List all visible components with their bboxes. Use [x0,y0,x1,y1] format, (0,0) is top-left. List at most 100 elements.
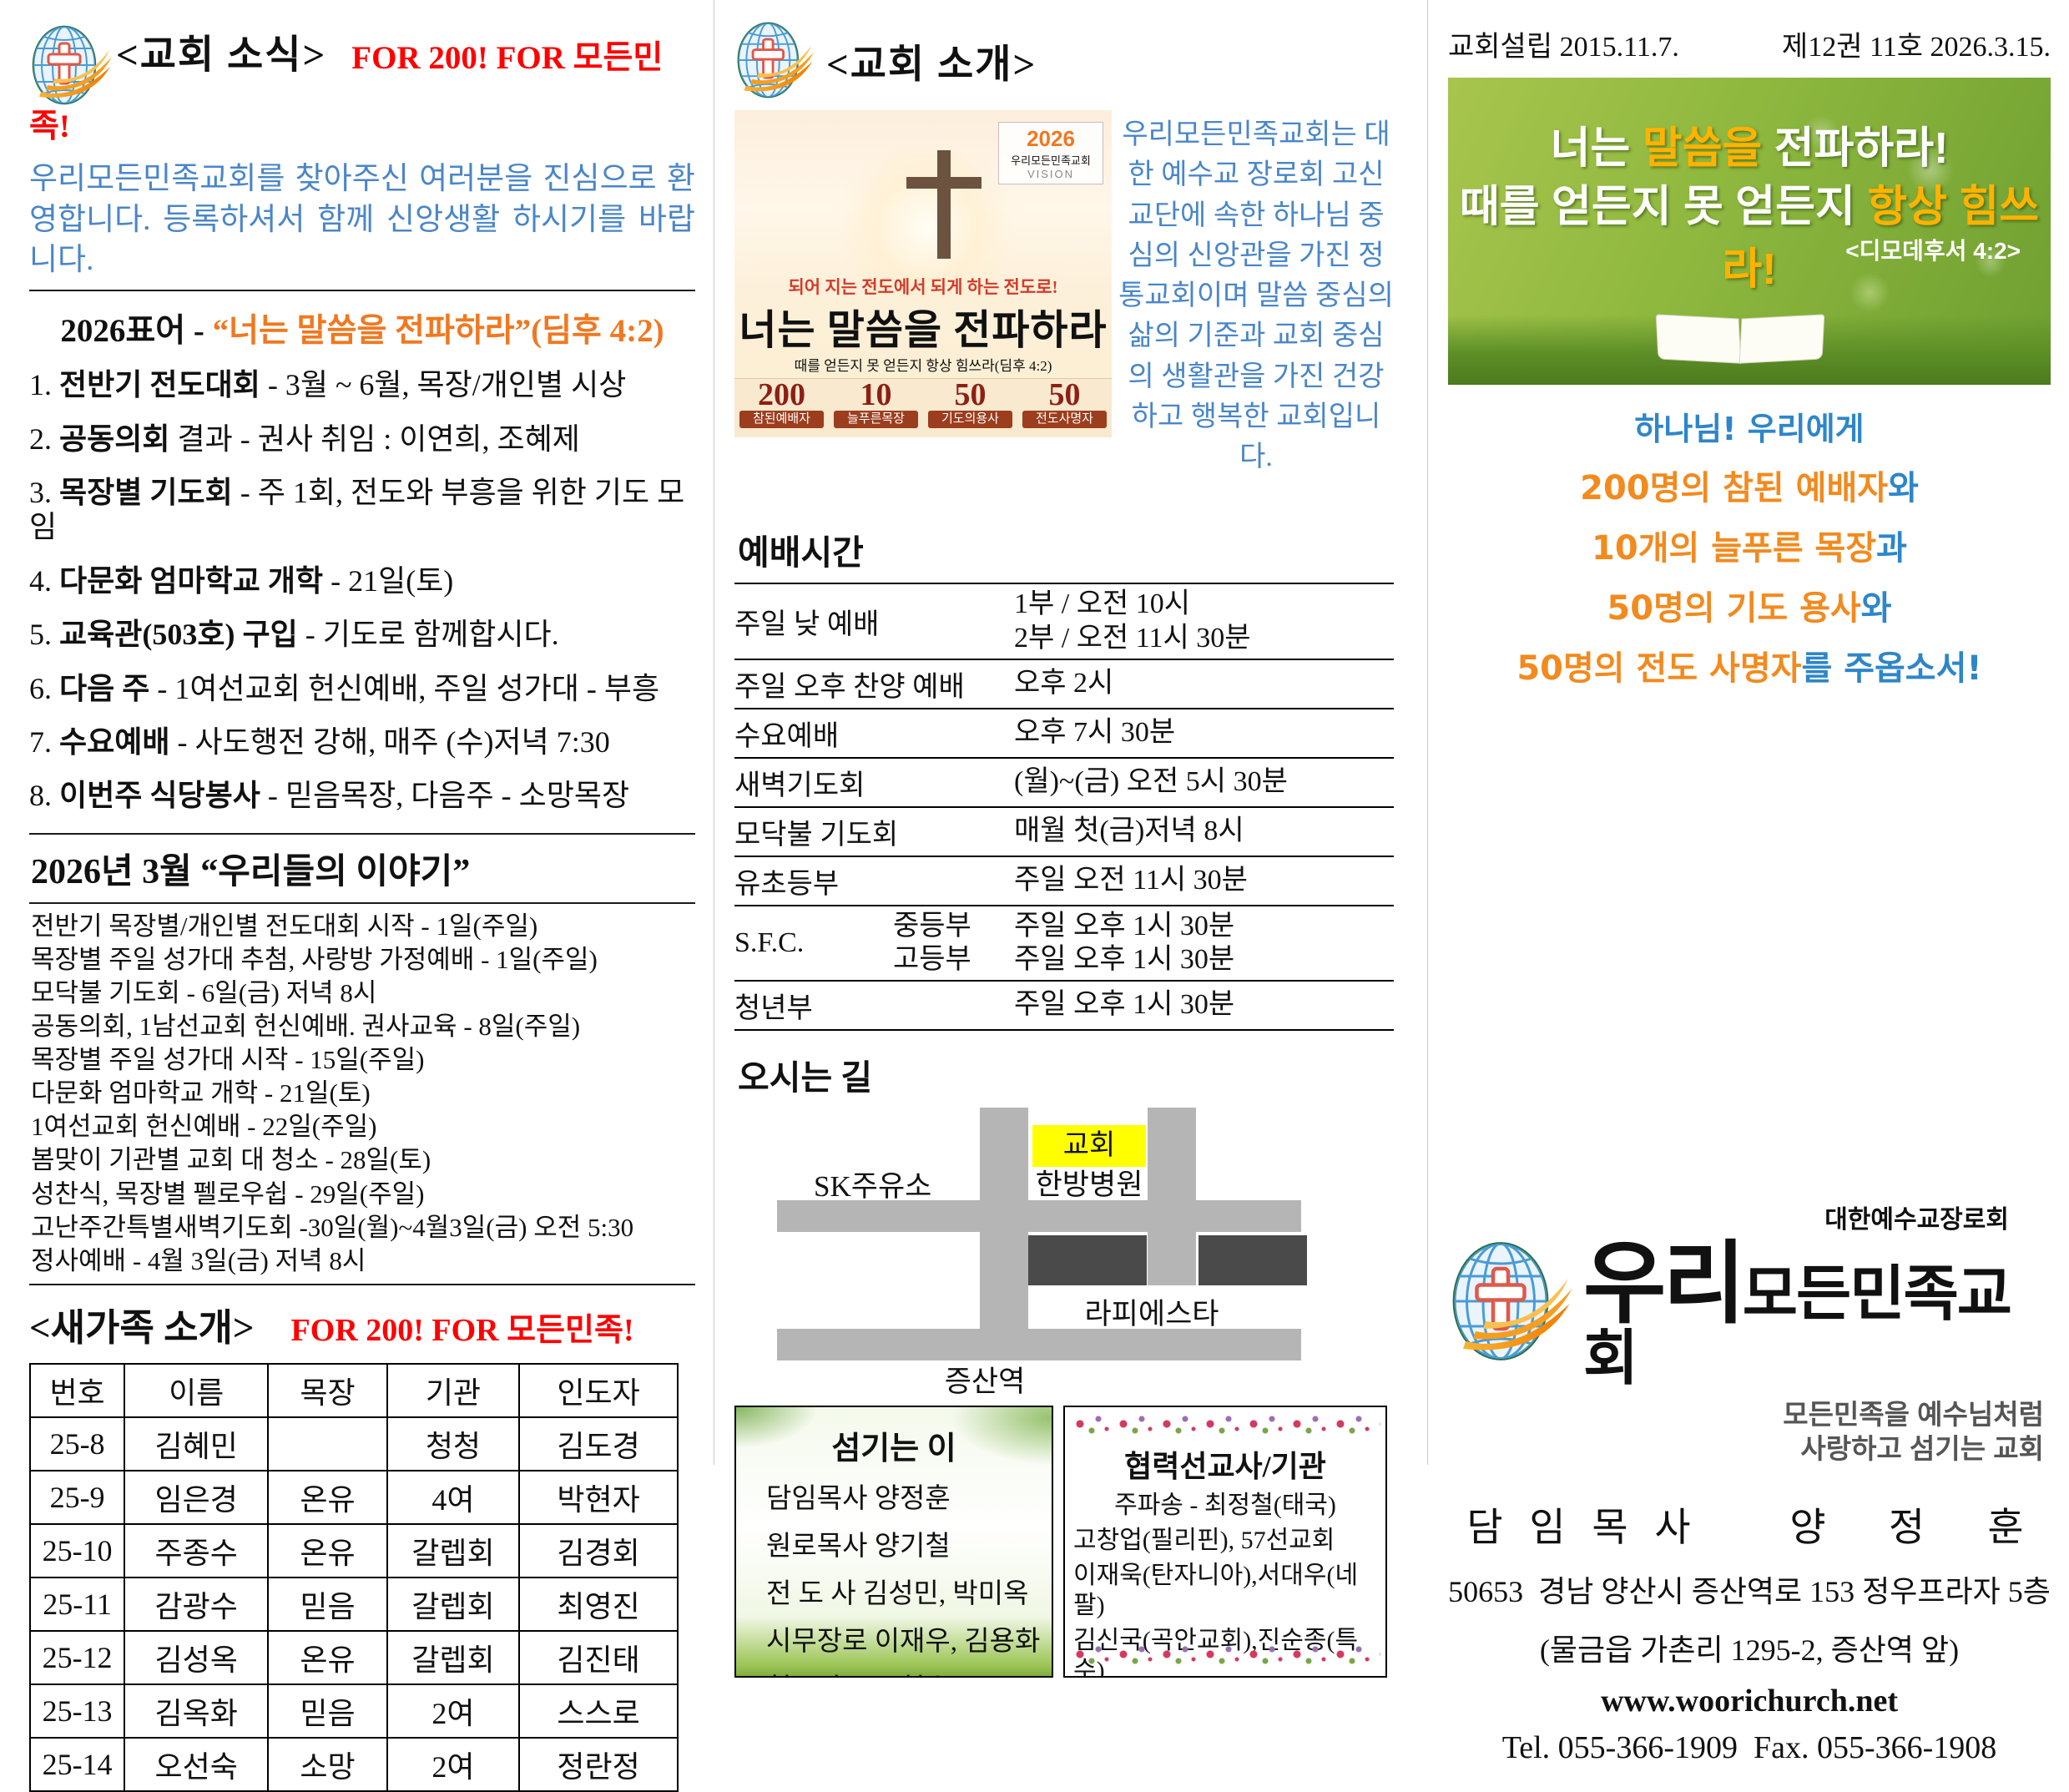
open-book-decoration [1655,314,1825,364]
story-line: 다문화 엄마학교 개학 - 21일(토) [31,1078,371,1108]
notice-title: 수요예배 [59,724,170,759]
servant-line: 원로목사 양기철 [766,1531,951,1562]
story-line: 목장별 주일 성가대 시작 - 15일(주일) [31,1045,425,1075]
worship-row: 청년부 주일 오후 1시 30분 [734,979,1394,1029]
worship-row: 유초등부 주일 오전 11시 30분 [734,855,1394,905]
table-row: 25-10 주종수 온유 갈렙회 김경회 [28,1522,679,1578]
cell: 주종수 [124,1522,270,1578]
vision-stats: 200 참된예배자 10 늘푸른목장 50 기도의용사 50 전도사명자 [734,378,1112,437]
stat-label: 참된예배자 [739,411,824,428]
church-logo-row: 우리모든민족교회 모든민족을 예수님처럼 사랑하고 섬기는 교회 [1448,1239,2051,1466]
church-tagline: 모든민족을 예수님처럼 사랑하고 섬기는 교회 [1583,1397,2044,1466]
cell: 25-12 [28,1629,126,1685]
col-header: 번호 [28,1362,126,1418]
notice-title: 공동의회 [59,421,170,456]
notice-item: 5. 교육관(503호) 구입 - 기도로 함께합시다. [29,618,695,652]
cell: 스스로 [518,1683,679,1739]
floral-border-decoration [1070,1410,1380,1441]
badge-year: 2026 [1027,126,1075,151]
banner-text: 너는 [1550,124,1643,173]
cross-icon [937,150,951,259]
vision-subtitle: 때를 얻든지 못 얻든지 항상 힘쓰라(딤후 4:2) [794,358,1052,374]
story-line: 고난주간특별새벽기도회 -30일(월)~4월3일(금) 오전 5:30 [31,1212,634,1242]
cell: 2여 [386,1683,521,1739]
worship-name: S.F.C. [734,926,805,958]
senior-pastor-line: 담 임 목 사 양 정 훈 [1466,1506,2032,1550]
prayer-blue: 와 [1860,589,1892,628]
cell: 오선숙 [124,1736,270,1792]
servants-box: 섬기는 이 담임목사 양정훈 원로목사 양기철 전 도 사 김성민, 박미옥 시… [734,1405,1053,1678]
cell: 25-10 [28,1522,126,1578]
worship-name: 수요예배 [734,720,840,752]
notice-item: 8. 이번주 식당봉사 - 믿음목장, 다음주 - 소망목장 [29,779,695,813]
subgroup: 중등부 [893,910,971,941]
cell: 김옥화 [124,1683,270,1739]
cell: 25-11 [28,1576,126,1632]
banner-text: 전파하라! [1762,124,1949,173]
divider-line [29,901,695,904]
map-road [777,1199,1301,1232]
table-row: 25-14 오선숙 소망 2여 정란정 [28,1736,679,1792]
worship-name: 청년부 [734,992,813,1024]
floral-border-decoration [1070,1640,1380,1671]
map-church-marker: 교회 [1032,1124,1146,1167]
motto-label: 2026표어 - [60,313,204,350]
story-line: 봄맞이 기관별 교회 대 청소 - 28일(토) [31,1145,431,1175]
missionaries-title: 협력선교사/기관 [1124,1449,1326,1483]
worship-times-title: 예배시간 [738,533,864,573]
notice-num: 7. [29,724,52,759]
worship-time: 오후 2시 [1014,668,1114,699]
notice-title: 다음 주 [59,671,150,705]
cell: 김혜민 [124,1416,270,1471]
cell: 믿음 [267,1683,388,1739]
map-building [1028,1234,1147,1285]
worship-time: 주일 오후 1시 30분 주일 오후 1시 30분 [1014,910,1394,977]
cell: 김도경 [518,1416,679,1471]
notice-item: 4. 다문화 엄마학교 개학 - 21일(토) [29,564,695,598]
cell: 최영진 [518,1576,679,1632]
notice-item: 1. 전반기 전도대회 - 3월 ~ 6월, 목장/개인별 시상 [29,368,695,402]
prayer-blue: 를 주옵소서! [1801,649,1982,688]
notice-rest: - 3월 ~ 6월, 목장/개인별 시상 [267,368,627,402]
stat-number: 50 [1048,377,1081,412]
directions-title: 오시는 길 [738,1058,873,1097]
worship-row: 모닥불 기도회 매월 첫(금)저녁 8시 [734,805,1394,856]
vision-stat: 10 늘푸른목장 [829,379,923,437]
section-title-news: <교회 소식> [116,33,327,78]
glow-decoration [835,135,1018,319]
vision-poster: 2026 우리모든민족교회 VISION 되어 지는 전도에서 되게 하는 전도… [734,110,1112,437]
worship-name: 새벽기도회 [734,770,865,801]
banner-line2: 때를 얻든지 못 얻든지 항상 힘쓰라! [1448,171,2051,296]
intro-row: 2026 우리모든민족교회 VISION 되어 지는 전도에서 되게 하는 전도… [734,110,1394,506]
church-name-line: 우리모든민족교회 [1583,1239,2051,1390]
story-line: 성찬식, 목장별 펠로우쉽 - 29일(주일) [31,1179,425,1209]
cell: 25-8 [28,1416,126,1471]
prayer-blue: 와 [1888,469,1919,507]
story-line: 모닥불 기도회 - 6일(금) 저녁 8시 [31,977,377,1007]
cell: 25-13 [28,1683,126,1739]
notice-num: 2. [29,421,52,456]
missionary-line: 이재욱(탄자니아),서대우(네팔) [1073,1561,1359,1619]
cell: 청청 [386,1416,521,1471]
table-row: 25-9 임은경 온유 4여 박현자 [28,1469,679,1525]
servant-line: 협동장로 고현수 [766,1666,1052,1676]
missionary-line: 주파송 - 최정철(태국) [1114,1491,1336,1519]
cell: 믿음 [267,1576,388,1632]
cross-icon [906,177,982,189]
notice-num: 4. [29,563,52,598]
section-title-intro: <교회 소개> [826,43,1037,87]
time-line: 2부 / 오전 11시 30분 [1014,622,1251,654]
notice-rest: - 기도로 함께합시다. [305,618,559,652]
divider-line [29,1283,695,1285]
map-road [777,1328,1301,1360]
denomination-label: 대한예수교장로회 [1824,1206,2009,1234]
story-line: 공동의회, 1남선교회 헌신예배. 권사교육 - 8일(주일) [31,1012,581,1042]
banner-text-highlight: 말씀을 [1642,124,1763,173]
worship-row: 수요예배 오후 7시 30분 [734,707,1394,757]
phone-fax-line: Tel. 055-366-1909 Fax. 055-366-1908 [1501,1729,1997,1765]
panel-church-intro: <교회 소개> 2026 우리모든민족교회 VISION 되어 지는 전도에서 … [734,0,1394,1678]
cell: 온유 [267,1629,388,1685]
book-page [1655,314,1742,364]
vision-title: 너는 말씀을 전파하라 [739,307,1108,353]
worship-time: 매월 첫(금)저녁 8시 [1014,815,1244,847]
